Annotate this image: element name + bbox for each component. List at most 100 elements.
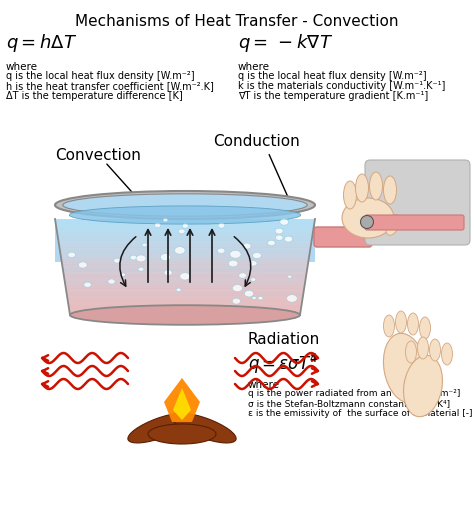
Polygon shape — [58, 238, 312, 240]
Polygon shape — [69, 306, 301, 308]
Polygon shape — [60, 252, 310, 255]
Text: Convection: Convection — [55, 148, 141, 163]
Ellipse shape — [172, 413, 236, 443]
Polygon shape — [59, 243, 311, 245]
Ellipse shape — [383, 315, 394, 337]
Ellipse shape — [136, 255, 146, 262]
Ellipse shape — [253, 252, 261, 259]
Ellipse shape — [244, 290, 254, 297]
Ellipse shape — [356, 174, 368, 202]
Ellipse shape — [230, 250, 241, 258]
Ellipse shape — [370, 172, 383, 200]
Text: $q = h\Delta T$: $q = h\Delta T$ — [6, 32, 77, 54]
Ellipse shape — [251, 278, 256, 281]
Polygon shape — [64, 279, 306, 281]
Ellipse shape — [284, 236, 293, 242]
Polygon shape — [173, 388, 191, 420]
Ellipse shape — [63, 194, 307, 216]
Polygon shape — [59, 245, 311, 248]
Ellipse shape — [138, 267, 144, 271]
Ellipse shape — [232, 298, 240, 304]
Ellipse shape — [267, 240, 275, 246]
Ellipse shape — [176, 288, 181, 291]
Ellipse shape — [174, 246, 185, 254]
Ellipse shape — [405, 341, 417, 363]
Text: Conduction: Conduction — [213, 134, 300, 149]
Ellipse shape — [232, 285, 243, 292]
Text: where: where — [248, 380, 280, 390]
Ellipse shape — [275, 228, 283, 234]
Ellipse shape — [280, 219, 289, 225]
Text: q is the local heat flux density [W.m⁻²]: q is the local heat flux density [W.m⁻²] — [238, 71, 427, 81]
Polygon shape — [69, 308, 301, 310]
Polygon shape — [55, 221, 315, 224]
Polygon shape — [67, 293, 303, 296]
Polygon shape — [63, 267, 308, 269]
Ellipse shape — [287, 294, 297, 302]
Ellipse shape — [164, 270, 172, 276]
Ellipse shape — [180, 273, 190, 280]
FancyBboxPatch shape — [314, 227, 372, 247]
Ellipse shape — [258, 296, 263, 300]
Polygon shape — [64, 274, 306, 277]
Ellipse shape — [155, 223, 161, 228]
Ellipse shape — [408, 313, 419, 335]
Polygon shape — [67, 296, 303, 298]
Ellipse shape — [120, 273, 126, 276]
Text: where: where — [6, 62, 38, 72]
Ellipse shape — [114, 258, 120, 263]
Text: Radiation: Radiation — [248, 332, 320, 347]
Polygon shape — [64, 277, 306, 279]
Polygon shape — [63, 269, 307, 272]
Ellipse shape — [383, 333, 427, 402]
Text: q is the local heat flux density [W.m⁻²]: q is the local heat flux density [W.m⁻²] — [6, 71, 195, 81]
Ellipse shape — [418, 337, 428, 359]
Polygon shape — [62, 265, 308, 267]
Ellipse shape — [419, 317, 430, 339]
Polygon shape — [55, 219, 315, 315]
Polygon shape — [60, 250, 310, 252]
Polygon shape — [68, 300, 302, 303]
Text: $q = \varepsilon\sigma T^4$: $q = \varepsilon\sigma T^4$ — [248, 352, 319, 376]
Ellipse shape — [342, 198, 394, 238]
Polygon shape — [65, 281, 305, 284]
Ellipse shape — [395, 311, 407, 333]
Ellipse shape — [142, 243, 147, 247]
Polygon shape — [57, 233, 313, 236]
Ellipse shape — [344, 181, 356, 209]
Ellipse shape — [429, 339, 440, 361]
Polygon shape — [56, 229, 313, 231]
Ellipse shape — [239, 273, 246, 278]
FancyBboxPatch shape — [365, 215, 464, 230]
Ellipse shape — [288, 275, 292, 278]
Ellipse shape — [108, 279, 115, 284]
Ellipse shape — [130, 255, 137, 260]
Ellipse shape — [275, 235, 283, 240]
FancyBboxPatch shape — [365, 160, 470, 245]
Ellipse shape — [441, 343, 453, 365]
Text: ΔT is the temperature difference [K]: ΔT is the temperature difference [K] — [6, 91, 183, 101]
Ellipse shape — [70, 305, 300, 325]
Ellipse shape — [218, 223, 225, 228]
Text: h is the heat transfer coefficient [W.m⁻².K]: h is the heat transfer coefficient [W.m⁻… — [6, 81, 214, 91]
Ellipse shape — [182, 224, 188, 228]
Ellipse shape — [148, 424, 216, 444]
Text: k is the materials conductivity [W.m⁻¹.K⁻¹]: k is the materials conductivity [W.m⁻¹.K… — [238, 81, 446, 91]
Polygon shape — [61, 258, 309, 260]
Polygon shape — [66, 288, 304, 291]
Ellipse shape — [160, 254, 171, 261]
Polygon shape — [69, 310, 301, 313]
Polygon shape — [67, 298, 302, 300]
Ellipse shape — [178, 229, 185, 234]
Ellipse shape — [386, 215, 400, 235]
Ellipse shape — [249, 261, 257, 266]
Polygon shape — [58, 240, 311, 243]
Polygon shape — [68, 303, 302, 306]
Ellipse shape — [252, 296, 256, 299]
Polygon shape — [55, 219, 315, 221]
Ellipse shape — [403, 356, 442, 417]
Ellipse shape — [68, 252, 75, 258]
Text: σ is the Stefan-Boltzmann constant [W.m²K⁴]: σ is the Stefan-Boltzmann constant [W.m²… — [248, 399, 450, 408]
Text: Mechanisms of Heat Transfer - Convection: Mechanisms of Heat Transfer - Convection — [75, 14, 399, 29]
Polygon shape — [56, 224, 314, 226]
